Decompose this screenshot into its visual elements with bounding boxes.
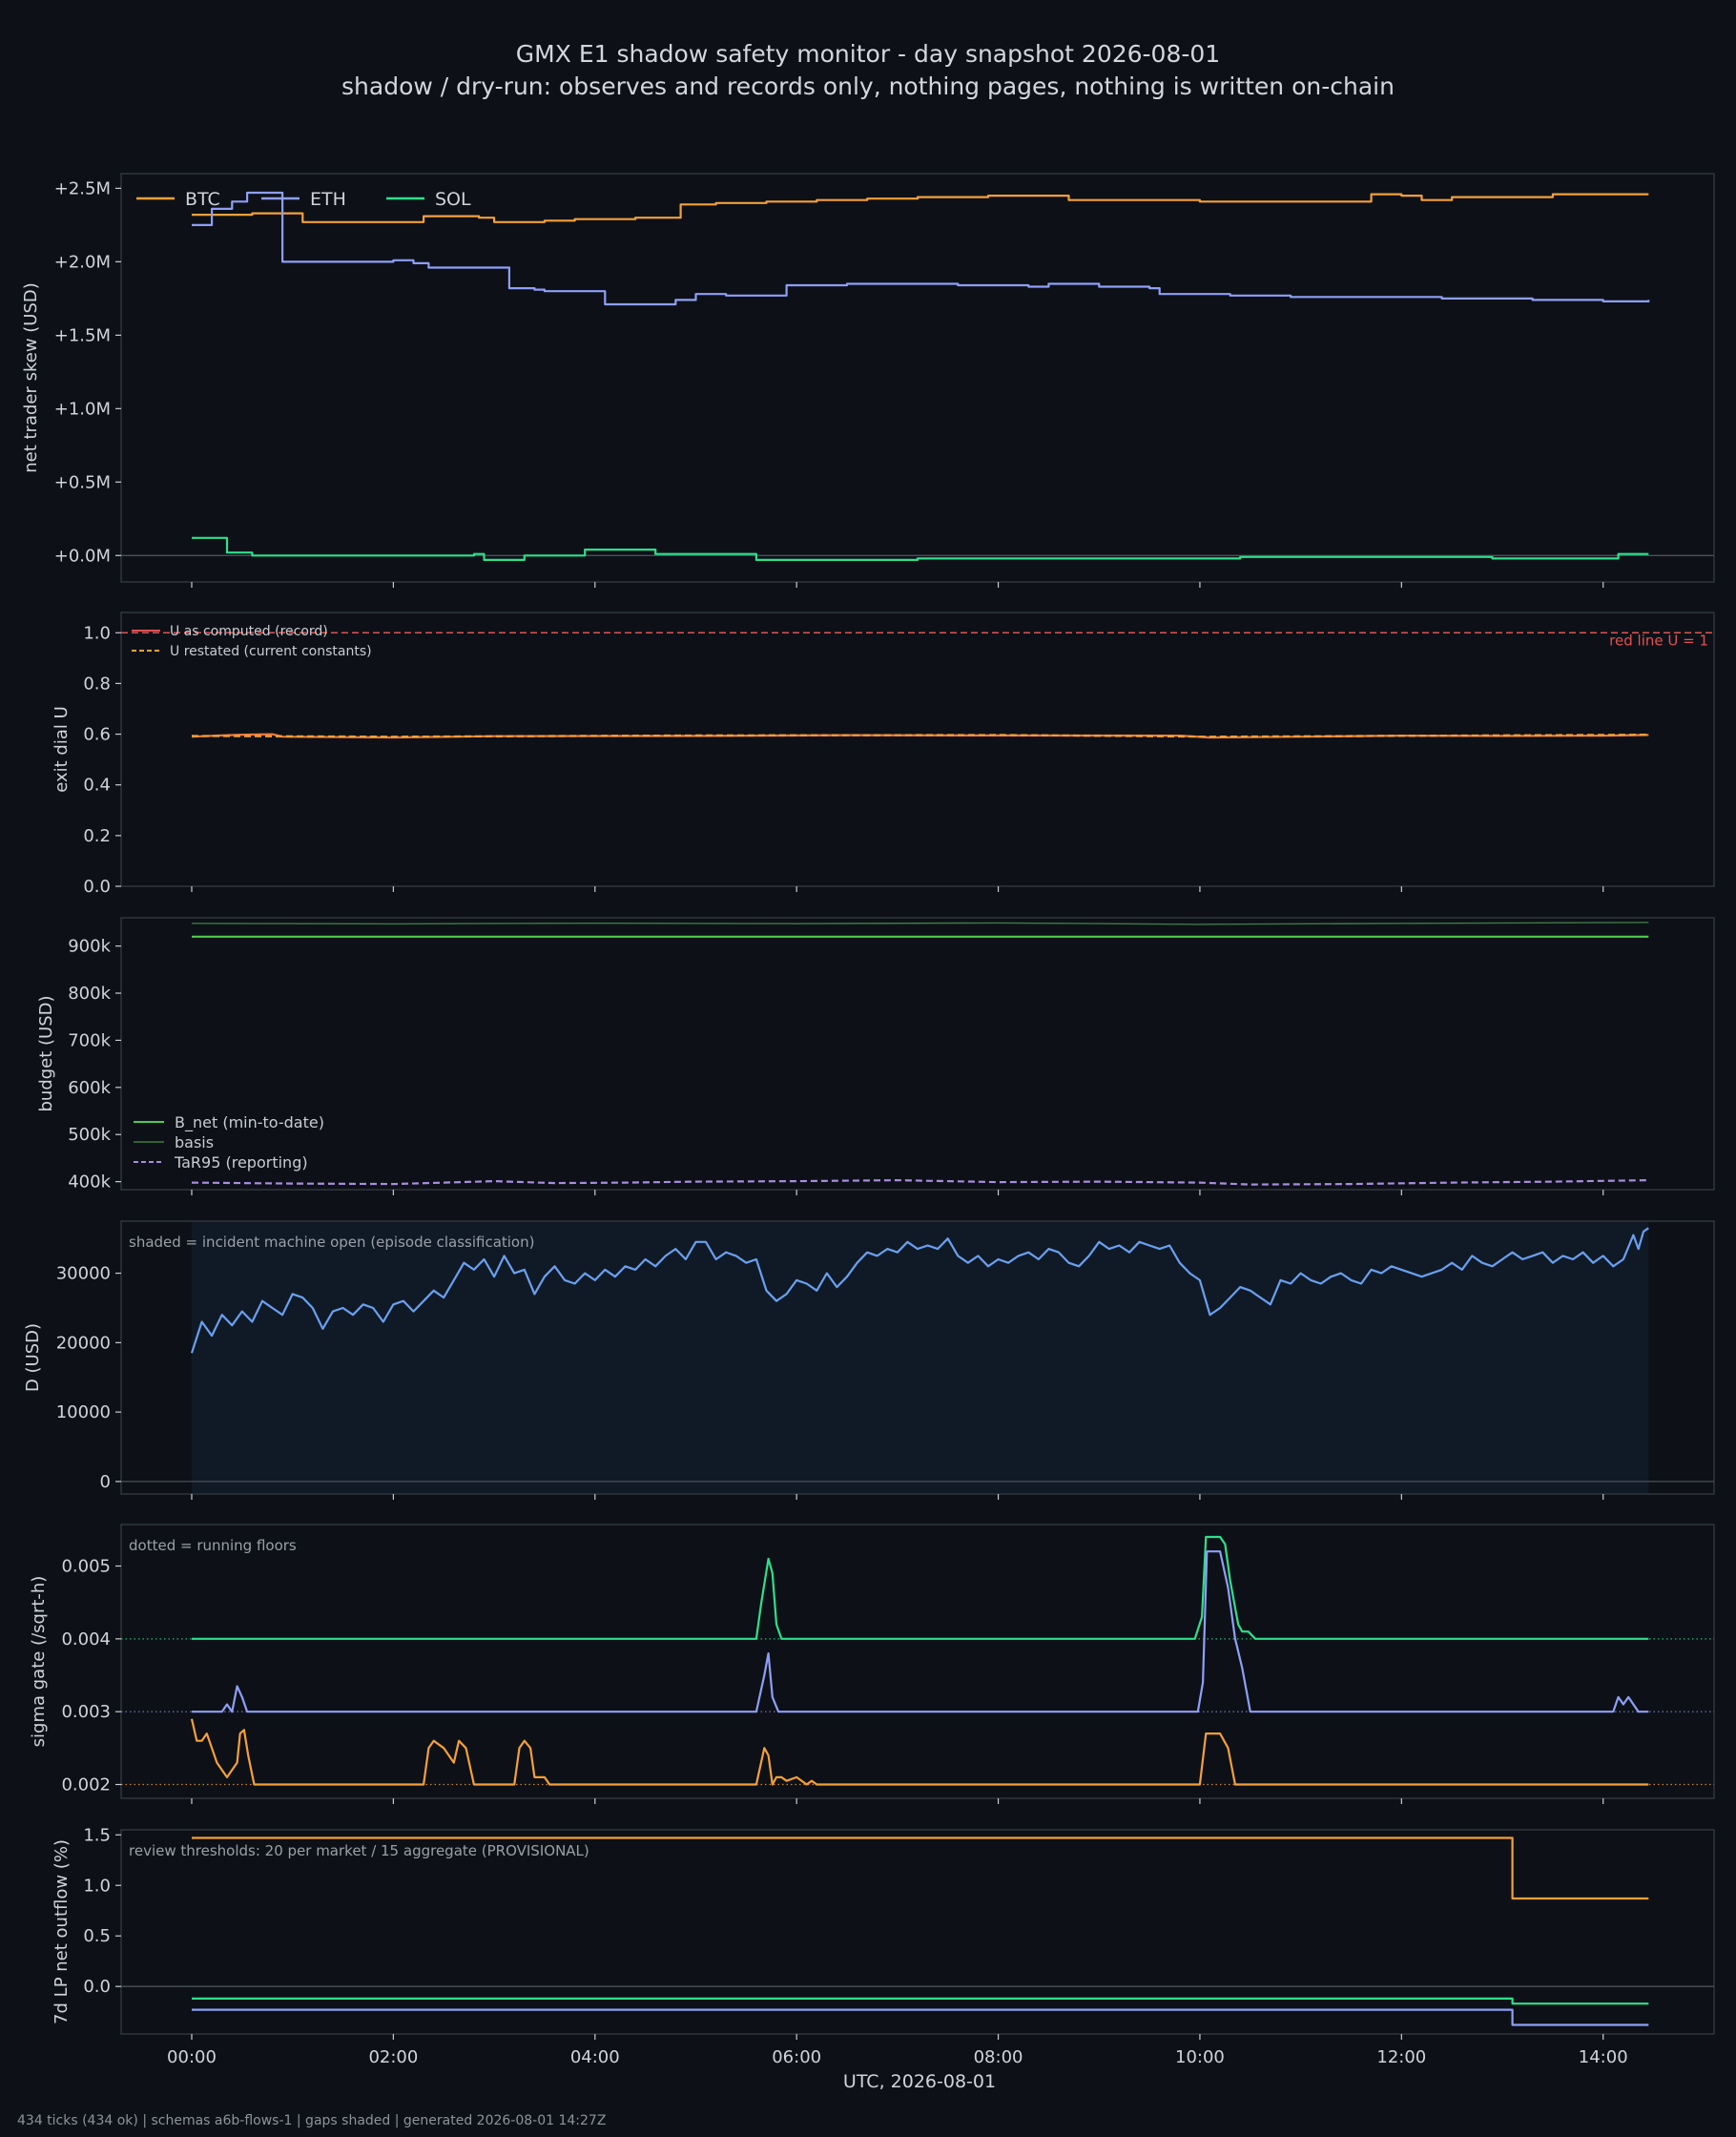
red-line-label: red line U = 1 [1609, 632, 1708, 649]
series-line-sigma-0 [192, 1535, 1649, 1640]
y-tick-label: 10000 [56, 1402, 111, 1422]
panel-frame-budget [120, 917, 1715, 1191]
y-tick-label: +1.0M [54, 399, 111, 419]
y-tick-label: +2.0M [54, 252, 111, 272]
y-tick-label: 0.8 [83, 674, 111, 694]
panel-d: 0 10000 20000 30000 D (USD) shaded = incident… [23, 1220, 1715, 1500]
y-tick-label: 0.2 [83, 826, 111, 846]
series-line-sigma-2 [190, 1718, 1649, 1786]
y-tick-label: 0.002 [61, 1774, 111, 1795]
y-tick-label: 0.4 [83, 776, 111, 796]
incident-shade [191, 1222, 1649, 1493]
y-tick-label: 0.5 [83, 1926, 111, 1946]
y-tick-label: 1.0 [83, 623, 111, 643]
y-tick-label: 800k [68, 984, 111, 1004]
y-tick-label: 30000 [56, 1264, 111, 1284]
legend-label-1: ETH [310, 189, 346, 210]
x-tick-label: 14:00 [1579, 2047, 1628, 2067]
x-tick-label: 00:00 [167, 2047, 217, 2067]
y-tick-label: 500k [68, 1125, 111, 1145]
y-tick-label: 20000 [56, 1333, 111, 1353]
y-tick-label: +0.0M [54, 546, 111, 566]
series-line-skew-1 [192, 191, 1650, 306]
panel-exit: 0.0 0.2 0.4 0.6 0.8 1.0 exit dial U red line U … [52, 612, 1715, 897]
y-tick-label: +1.5M [54, 325, 111, 345]
y-tick-label: 0.0 [83, 1977, 111, 1997]
y-axis-label: 7d LP net outflow (%) [52, 1839, 72, 2024]
series-line-exit-1 [191, 734, 1649, 738]
x-tick-label: 02:00 [368, 2047, 418, 2067]
series-line-lp-1 [192, 1997, 1649, 2005]
panel-skew: +0.0M +0.5M +1.0M +1.5M +2.0M +2.5M net trader… [21, 173, 1715, 588]
panel-budget: 400k 500k 600k 700k 800k 900k budget (USD) B_ne… [36, 917, 1715, 1195]
x-tick-label: 12:00 [1376, 2047, 1426, 2067]
y-tick-label: 400k [68, 1172, 111, 1193]
series-line-skew-2 [192, 536, 1649, 561]
legend-label-1: U restated (current constants) [170, 644, 372, 659]
legend-label-0: B_net (min-to-date) [175, 1113, 324, 1132]
y-tick-label: 1.5 [83, 1825, 111, 1845]
x-tick-label: 06:00 [772, 2047, 821, 2067]
panel-annotation: shaded = incident machine open (episode … [129, 1234, 534, 1251]
y-tick-label: 0 [100, 1472, 111, 1492]
panel-annotation: dotted = running floors [129, 1537, 297, 1554]
y-tick-label: 0.6 [83, 725, 111, 745]
legend-label-2: SOL [435, 189, 471, 210]
legend-label-2: TaR95 (reporting) [174, 1153, 308, 1172]
panel-sigma: 0.002 0.003 0.004 0.005 sigma gate (/sqrt-h)… [29, 1524, 1715, 1804]
series-line-sigma-1 [192, 1550, 1649, 1713]
x-tick-label: 10:00 [1175, 2047, 1225, 2067]
series-line-lp-2 [192, 2008, 1649, 2026]
y-tick-label: +0.5M [54, 472, 111, 492]
panel-lp: 0.0 0.5 1.0 1.5 00:00 02:00 04:00 06:00 08:00 10:… [52, 1825, 1715, 2092]
series-line-lp-0 [192, 1836, 1649, 1900]
y-tick-label: 700k [68, 1030, 111, 1050]
y-tick-label: +2.5M [54, 178, 111, 198]
chart-title: GMX E1 shadow safety monitor - day snaps… [515, 40, 1221, 68]
series-line-budget-1 [191, 922, 1649, 925]
panel-frame-sigma [120, 1524, 1715, 1799]
panel-frame-lp [120, 1829, 1715, 2035]
y-axis-label: D (USD) [23, 1323, 43, 1392]
y-axis-label: sigma gate (/sqrt-h) [29, 1576, 49, 1748]
y-tick-label: 900k [68, 937, 111, 957]
y-axis-label: exit dial U [52, 706, 72, 793]
y-tick-label: 0.004 [61, 1629, 111, 1649]
series-line-budget-2 [191, 1179, 1649, 1186]
panel-annotation: review thresholds: 20 per market / 15 ag… [129, 1842, 589, 1859]
panel-frame-exit [120, 612, 1715, 887]
footer-status: 434 ticks (434 ok) | schemas a6b-flows-1… [17, 2113, 607, 2128]
x-tick-label: 04:00 [570, 2047, 620, 2067]
y-tick-label: 0.003 [61, 1702, 111, 1722]
y-tick-label: 600k [68, 1078, 111, 1098]
y-tick-label: 0.0 [83, 877, 111, 897]
title-block: GMX E1 shadow safety monitor - day snaps… [0, 38, 1736, 103]
y-tick-label: 0.005 [61, 1557, 111, 1577]
legend-label-0: U as computed (record) [170, 624, 328, 639]
x-tick-label: 08:00 [974, 2047, 1023, 2067]
panel-frame-d [120, 1220, 1715, 1495]
panel-frame-skew [120, 173, 1715, 583]
x-axis-label: UTC, 2026-08-01 [843, 2071, 996, 2092]
legend-label-0: BTC [185, 189, 220, 210]
y-tick-label: 1.0 [83, 1876, 111, 1896]
series-line-skew-0 [192, 193, 1649, 223]
chart-subtitle: shadow / dry-run: observes and records o… [341, 73, 1395, 100]
legend-label-1: basis [175, 1133, 214, 1151]
y-axis-label: budget (USD) [36, 995, 56, 1111]
series-line-d-0 [190, 1227, 1649, 1354]
y-axis-label: net trader skew (USD) [21, 282, 41, 473]
